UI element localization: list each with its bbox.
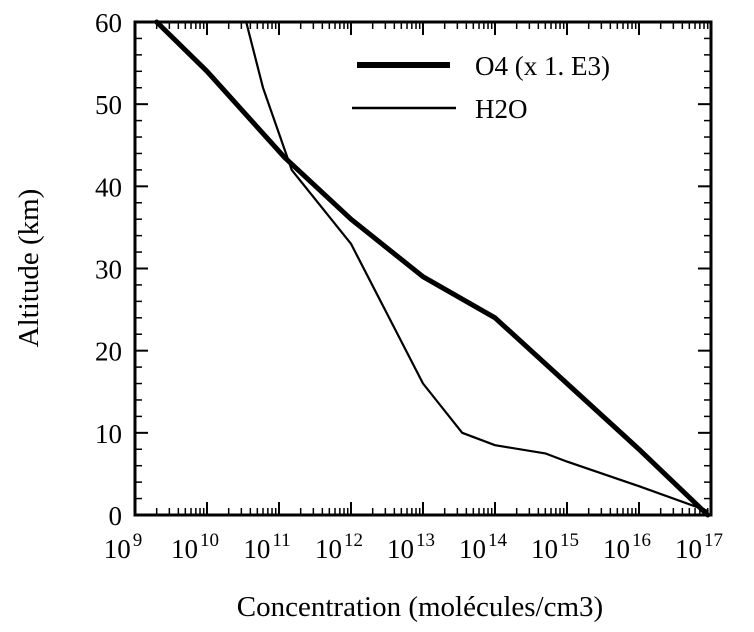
x-axis-title: Concentration (molécules/cm3) bbox=[237, 591, 603, 623]
y-tick-label: 30 bbox=[95, 255, 122, 285]
series-line-o4 bbox=[154, 19, 711, 518]
legend: O4 (x 1. E3) H2O bbox=[352, 51, 610, 124]
series-lines bbox=[154, 19, 711, 518]
x-tick-labels: 10 9 10 10 10 11 10 12 10 13 10 14 10 15 10 16 10 17 bbox=[104, 530, 723, 564]
x-tick-label: 10 13 bbox=[387, 530, 435, 564]
y-tick-label: 40 bbox=[95, 172, 122, 202]
x-tick-label: 10 16 bbox=[603, 530, 651, 564]
y-axis-title: Altitude (km) bbox=[13, 189, 45, 348]
x-tick-label: 10 17 bbox=[675, 530, 723, 564]
y-tick-label: 0 bbox=[109, 501, 123, 531]
minor-ticks bbox=[135, 22, 711, 515]
y-tick-labels: 0 10 20 30 40 50 60 bbox=[95, 8, 122, 531]
y-tick-label: 50 bbox=[95, 90, 122, 120]
y-tick-label: 10 bbox=[95, 419, 122, 449]
legend-label-h2o: H2O bbox=[475, 94, 528, 124]
x-tick-label: 10 12 bbox=[315, 530, 363, 564]
x-tick-label: 10 10 bbox=[171, 530, 219, 564]
y-tick-label: 60 bbox=[95, 8, 122, 38]
x-tick-label: 10 14 bbox=[459, 530, 508, 564]
legend-label-o4: O4 (x 1. E3) bbox=[475, 51, 610, 81]
y-tick-label: 20 bbox=[95, 337, 122, 367]
plot-frame bbox=[133, 20, 713, 517]
x-tick-label: 10 15 bbox=[531, 530, 579, 564]
series-line-h2o bbox=[245, 20, 709, 512]
major-ticks bbox=[134, 21, 712, 516]
x-tick-label: 10 9 bbox=[104, 530, 143, 564]
x-tick-label: 10 11 bbox=[243, 530, 290, 564]
